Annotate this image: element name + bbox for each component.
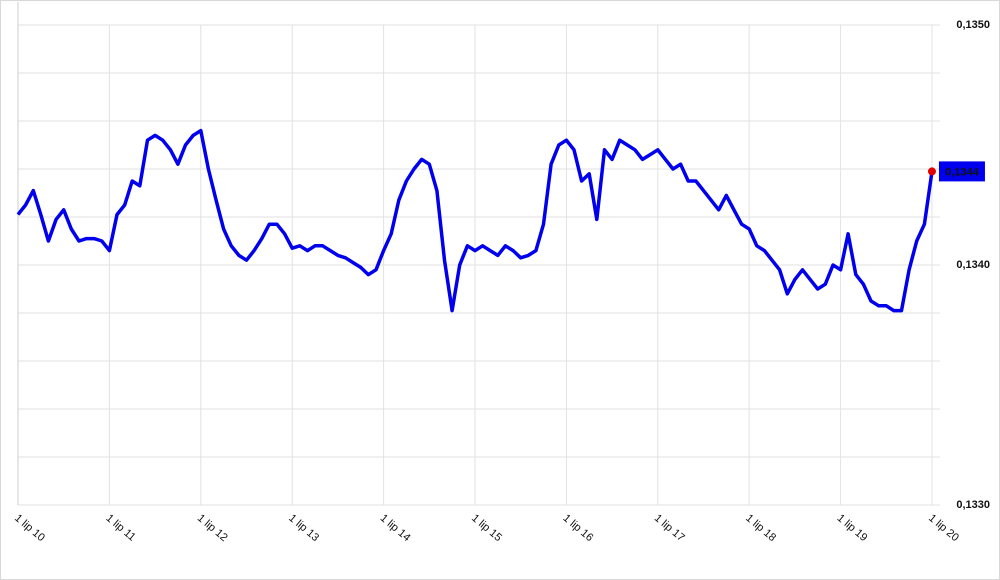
y-tick-label: 0,1330 [956,499,990,511]
x-tick-label: 1 lip 17 [652,512,687,544]
last-point [927,167,936,176]
x-tick-label: 1 lip 10 [12,512,47,544]
x-tick-label: 1 lip 12 [195,512,230,544]
last-value-label: 0,1344 [945,166,980,178]
x-tick-label: 1 lip 16 [560,512,595,544]
x-tick-label: 1 lip 19 [835,512,870,544]
y-tick-label: 0,1350 [956,19,990,31]
last-value-box [938,161,985,182]
y-tick-label: 0,1340 [956,259,990,271]
x-tick-label: 1 lip 20 [926,512,961,544]
x-tick-label: 1 lip 14 [378,512,413,544]
x-tick-label: 1 lip 11 [103,512,137,543]
x-tick-label: 1 lip 18 [743,512,778,544]
x-tick-label: 1 lip 15 [469,512,504,544]
x-tick-label: 1 lip 13 [286,512,321,544]
line [16,128,934,313]
